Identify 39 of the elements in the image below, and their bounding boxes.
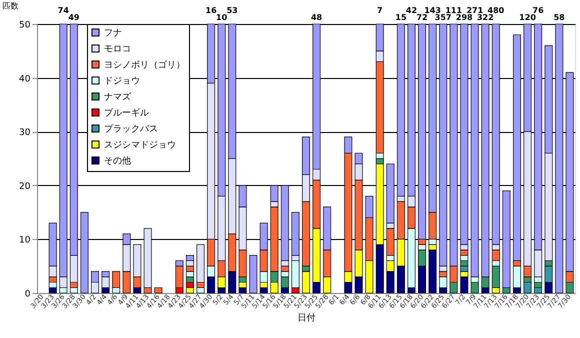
legend-label: フナ [104, 28, 122, 38]
legend-label: ナマズ [104, 92, 132, 102]
annotation: 298 [456, 13, 474, 22]
annotation: 74 [58, 6, 70, 15]
legend-label: ブルーギル [104, 108, 149, 118]
y-tick-label: 30 [19, 128, 31, 138]
annotation: 72 [416, 13, 428, 22]
annotation: 58 [554, 13, 566, 22]
bar [154, 287, 162, 294]
annotation: 15 [395, 13, 407, 22]
y-axis-title: 匹数 [2, 2, 18, 10]
legend-label: ドジョウ [104, 76, 140, 86]
annotation: 48 [310, 13, 323, 22]
y-tick-label: 50 [19, 20, 31, 30]
legend-label: その他 [104, 156, 131, 166]
annotation: 480 [488, 6, 505, 15]
annotation: 111 [445, 6, 462, 15]
annotation: 42 [406, 6, 418, 15]
legend-label: ブラックバス [104, 124, 158, 134]
annotation: 16 [205, 6, 218, 15]
bar [249, 255, 258, 294]
y-tick-label: 40 [19, 74, 31, 84]
legend-label: ヨシノボリ（ゴリ） [104, 60, 185, 70]
x-axis-title: 日付 [298, 312, 316, 324]
annotation: 10 [216, 13, 228, 22]
annotation: 49 [68, 13, 80, 22]
annotation: 357 [434, 13, 452, 22]
annotation: 143 [424, 6, 441, 15]
annotation: 7 [377, 6, 383, 15]
y-tick-label: 20 [19, 182, 31, 192]
annotation: 322 [476, 13, 494, 22]
annotation: 271 [466, 6, 484, 15]
annotation: 53 [226, 6, 238, 15]
annotation: 120 [519, 13, 536, 22]
legend-label: スジシマドジョウ [104, 140, 176, 150]
y-tick-label: 10 [19, 236, 31, 246]
legend-label: モロコ [104, 44, 131, 54]
y-tick-label: 0 [24, 290, 31, 300]
annotation: 76 [532, 6, 544, 15]
